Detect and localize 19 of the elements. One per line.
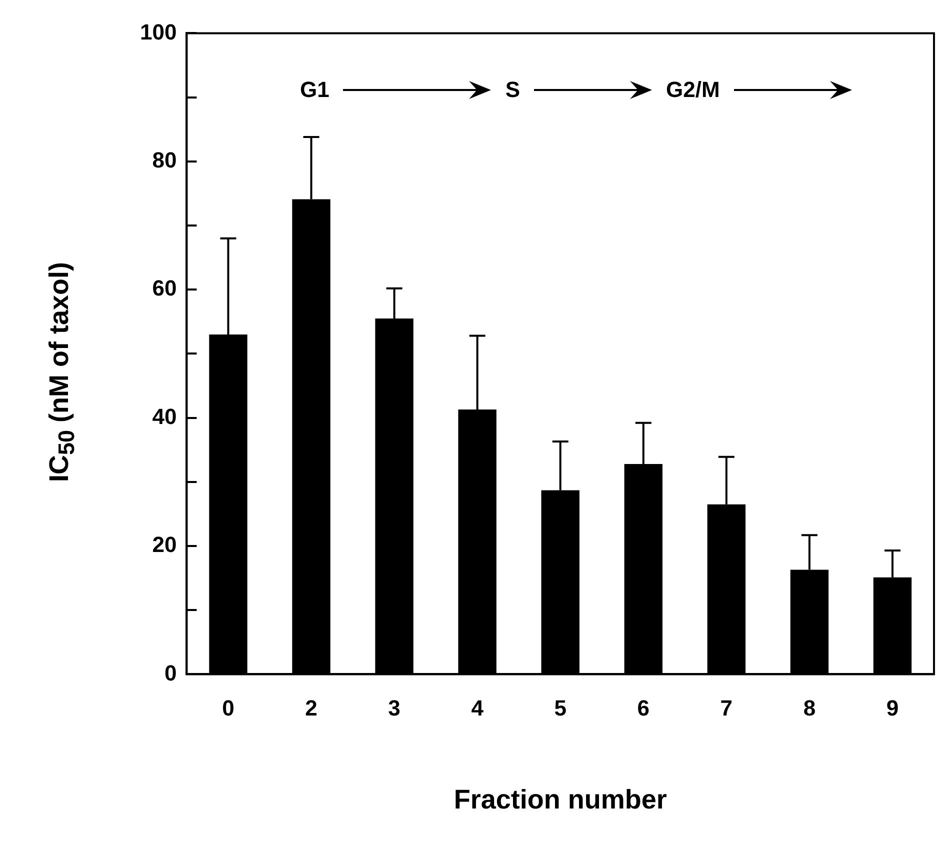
annotation: S: [505, 77, 520, 103]
y-tick-label: 60: [152, 276, 177, 301]
annotation: G1: [300, 77, 330, 103]
y-tick-label: 20: [152, 532, 177, 558]
x-tick-label: 6: [637, 695, 650, 720]
x-tick-label: 2: [305, 695, 318, 720]
x-tick-label: 5: [554, 695, 566, 720]
y-tick-label: 40: [152, 404, 177, 429]
x-tick-label: 8: [803, 695, 816, 720]
x-tick-label: 3: [388, 695, 400, 720]
x-tick-label: 4: [471, 695, 484, 720]
y-tick-label: 80: [152, 147, 177, 172]
y-tick-label: 0: [164, 660, 177, 686]
x-axis-title: Fraction number: [454, 784, 668, 814]
x-tick-label: 9: [886, 695, 899, 720]
x-tick-label: 0: [222, 695, 234, 720]
x-tick-label: 7: [720, 695, 733, 720]
y-tick-label: 100: [140, 19, 177, 44]
annotation: G2/M: [666, 77, 720, 103]
